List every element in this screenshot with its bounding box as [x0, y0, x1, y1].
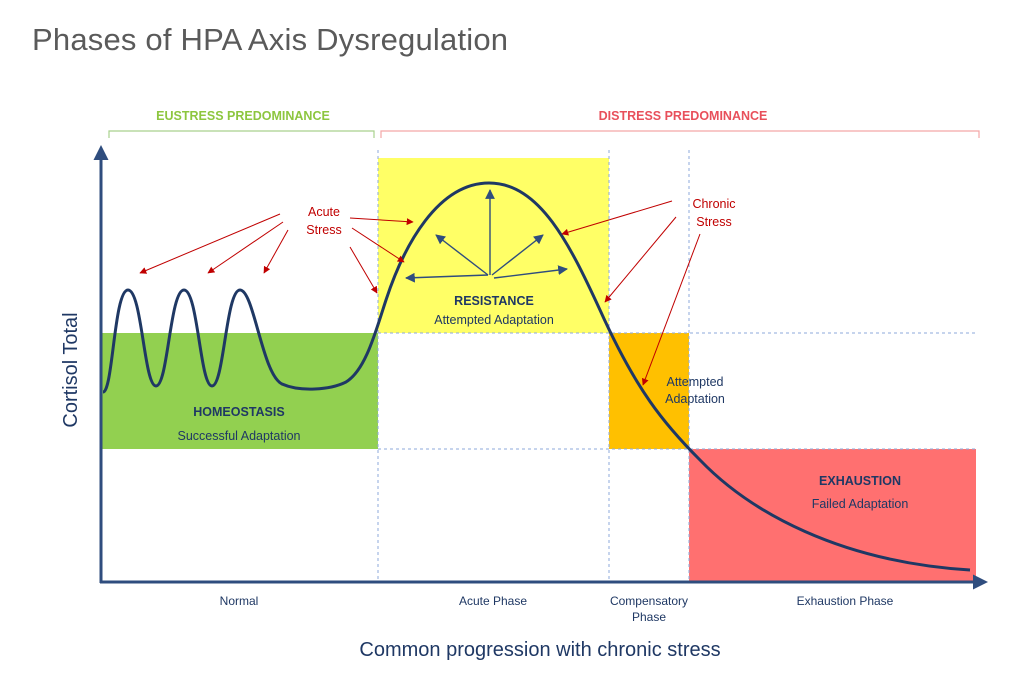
phase-compensatory-1: Compensatory [610, 594, 688, 608]
page-title: Phases of HPA Axis Dysregulation [32, 22, 509, 57]
eustress-bracket [108, 130, 375, 138]
phase-acute: Acute Phase [459, 594, 527, 608]
phase-compensatory-2: Phase [632, 610, 666, 624]
chronic-stress-arrows [561, 200, 701, 386]
phase-exhaustion: Exhaustion Phase [797, 594, 894, 608]
chronic-stress-label-1: Chronic [692, 197, 735, 211]
x-axis-label: Common progression with chronic stress [359, 639, 720, 661]
resistance-sub: Attempted Adaptation [434, 313, 554, 327]
compensatory-text-1: Attempted [667, 375, 724, 389]
acute-stress-arrows [139, 213, 414, 294]
resistance-arrows [405, 189, 568, 283]
y-axis-label: Cortisol Total [60, 312, 82, 427]
exhaustion-title: EXHAUSTION [819, 474, 901, 488]
cortisol-curve [101, 181, 971, 572]
acute-stress-label-2: Stress [306, 223, 341, 237]
eustress-label: EUSTRESS PREDOMINANCE [156, 109, 330, 123]
phase-normal: Normal [220, 594, 259, 608]
homeostasis-zone [101, 333, 378, 449]
chronic-stress-label-2: Stress [696, 215, 731, 229]
exhaustion-zone [689, 449, 976, 582]
compensatory-zone [609, 333, 689, 449]
distress-bracket [380, 130, 980, 138]
resistance-zone [378, 158, 609, 333]
homeostasis-sub: Successful Adaptation [178, 429, 301, 443]
acute-stress-label-1: Acute [308, 205, 340, 219]
homeostasis-title: HOMEOSTASIS [193, 405, 284, 419]
resistance-title: RESISTANCE [454, 294, 534, 308]
distress-label: DISTRESS PREDOMINANCE [599, 109, 768, 123]
exhaustion-sub: Failed Adaptation [812, 497, 909, 511]
guide-lines [377, 150, 976, 582]
compensatory-text-2: Adaptation [665, 392, 725, 406]
